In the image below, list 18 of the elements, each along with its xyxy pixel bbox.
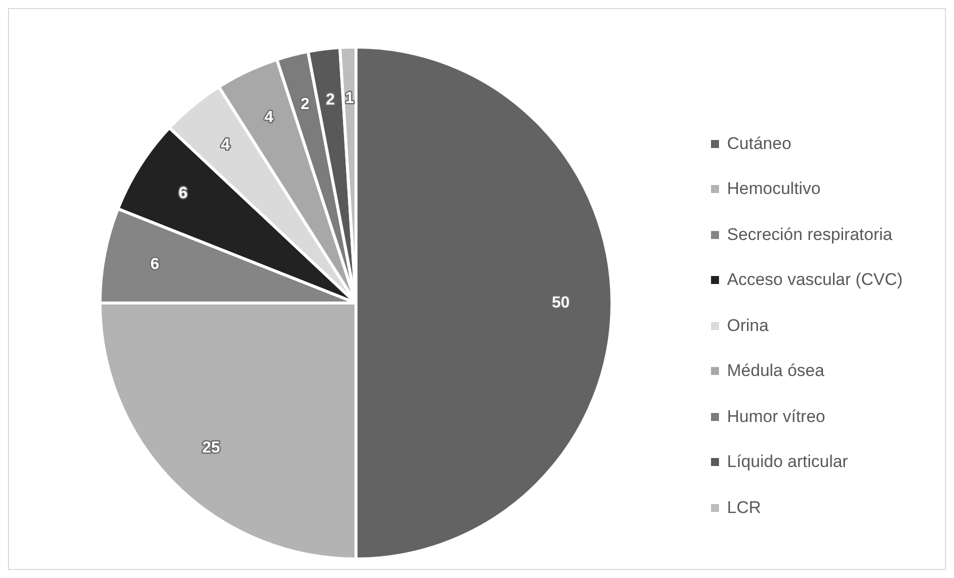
data-label: 6 xyxy=(178,184,188,202)
legend-label: Cutáneo xyxy=(727,134,792,154)
data-label: 25 xyxy=(202,439,220,456)
legend-label: Líquido articular xyxy=(727,452,848,472)
data-label: 2 xyxy=(300,96,310,114)
data-label: 50 xyxy=(552,294,570,312)
data-label: 4 xyxy=(221,136,230,154)
legend-label: Médula ósea xyxy=(727,361,824,382)
legend-label: Acceso vascular (CVC) xyxy=(727,270,903,290)
data-label: 6 xyxy=(150,256,160,274)
legend-label: Humor vítreo xyxy=(727,406,826,427)
legend-label: Secreción respiratoria xyxy=(727,224,892,245)
legend-label: Orina xyxy=(727,316,769,336)
legend-label: Hemocultivo xyxy=(727,179,821,200)
legend-label: LCR xyxy=(727,498,762,518)
data-label: 4 xyxy=(264,109,274,126)
data-label: 2 xyxy=(326,91,335,108)
data-label: 1 xyxy=(345,90,354,107)
